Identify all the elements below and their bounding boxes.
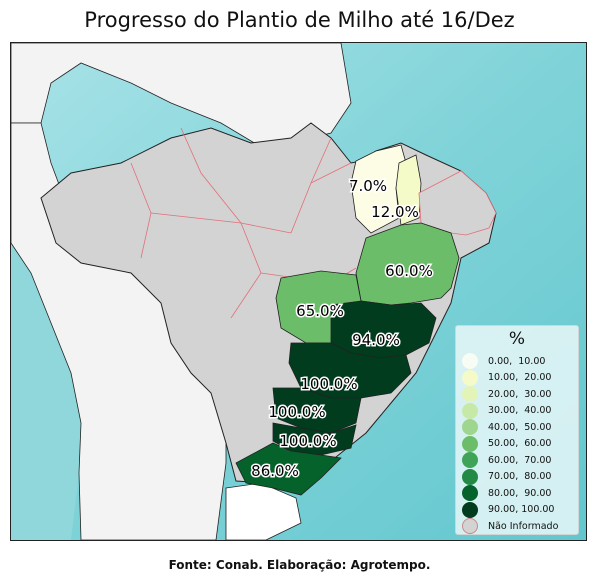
legend-label: Não Informado — [488, 520, 559, 532]
legend-label: 90.00, 100.00 — [488, 504, 555, 515]
legend-item: 0.00, 10.00 — [462, 353, 545, 369]
legend-swatch — [462, 501, 478, 518]
legend-swatch — [462, 452, 478, 468]
legend-swatch — [462, 386, 478, 402]
region-label-8: 100.0% — [279, 432, 336, 450]
region-label-5: 94.0% — [352, 331, 400, 349]
region-label-2: 12.0% — [371, 203, 419, 221]
northern-neighbors — [11, 43, 352, 154]
legend-swatch — [462, 435, 478, 452]
legend-label: 20.00, 30.00 — [488, 388, 552, 400]
legend-label: 30.00, 40.00 — [488, 405, 552, 416]
legend-swatch — [462, 485, 478, 501]
legend-swatch — [462, 353, 478, 369]
region-shape-2 — [395, 154, 422, 226]
legend-label: 40.00, 50.00 — [488, 421, 552, 433]
legend-swatch — [462, 518, 478, 534]
legend-item: Não Informado — [462, 518, 558, 534]
legend-label: 80.00, 90.00 — [488, 487, 552, 499]
region-shape-1 — [350, 144, 407, 234]
region-label-7: 100.0% — [268, 403, 325, 421]
legend-item: 70.00, 80.00 — [462, 468, 552, 485]
region-label-3: 60.0% — [385, 262, 433, 280]
region-label-4: 65.0% — [296, 302, 344, 320]
legend-item: 80.00, 90.00 — [462, 485, 551, 501]
legend-item: 40.00, 50.00 — [462, 419, 551, 435]
legend-swatch — [462, 468, 478, 485]
legend-item: 50.00, 60.00 — [462, 435, 552, 452]
state-borders — [130, 127, 357, 319]
region-shape-6 — [288, 342, 412, 399]
legend-label: 60.00, 70.00 — [488, 454, 552, 466]
region-label-6: 100.0% — [300, 375, 357, 393]
region-label-1: 7.0% — [349, 177, 387, 195]
pacific-ocean — [11, 243, 81, 540]
legend-swatch — [462, 402, 478, 419]
region-shape-7 — [272, 387, 362, 434]
legend-label: 70.00, 80.00 — [488, 471, 552, 482]
map-title: Progresso do Plantio de Milho até 16/Dez — [84, 8, 515, 32]
legend-label: 50.00, 60.00 — [488, 438, 552, 449]
legend-item: 90.00, 100.00 — [462, 501, 555, 518]
legend-item: 30.00, 40.00 — [462, 402, 552, 419]
region-shape-9 — [235, 442, 342, 496]
legend-label: 10.00, 20.00 — [488, 372, 552, 383]
legend-swatch — [462, 419, 478, 435]
region-shape-8 — [272, 422, 357, 456]
legend-label: 0.00, 10.00 — [488, 355, 546, 367]
region-label-9: 86.0% — [251, 462, 299, 480]
legend-item: 10.00, 20.00 — [462, 369, 552, 386]
legend-item: 60.00, 70.00 — [462, 452, 551, 468]
legend-item: 20.00, 30.00 — [462, 386, 551, 402]
legend-swatch — [462, 369, 478, 386]
source-caption: Fonte: Conab. Elaboração: Agrotempo. — [168, 558, 431, 572]
legend-title: % — [508, 329, 526, 349]
map-legend: % 0.00, 10.00 10.00, 20.00 20.00, 30.00 30.… — [455, 325, 579, 535]
